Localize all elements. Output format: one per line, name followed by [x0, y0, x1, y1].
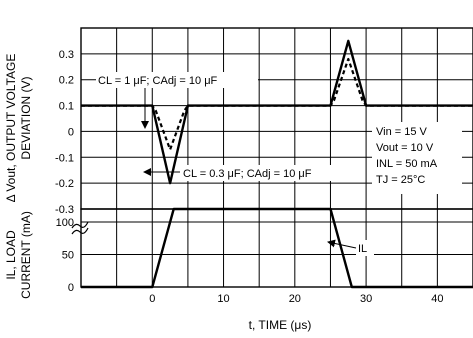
top-y-tick-label: -0.2 — [55, 178, 74, 190]
series-line-cl-0-3uf — [81, 39, 473, 185]
x-tick-label: 30 — [360, 293, 372, 305]
annotation-cl1-bg — [96, 72, 258, 88]
series-lines — [81, 39, 473, 289]
condition-tj: TJ = 25°C — [376, 174, 425, 186]
axis-break-mark — [71, 227, 89, 235]
top-y-tick-label: -0.3 — [55, 204, 74, 216]
annotation-cl03: CL = 0.3 μF; CAdj = 10 μF — [183, 168, 312, 180]
bottom-y-axis-title-line1: IL, LOAD — [4, 230, 18, 280]
annotation-cl03-bg — [180, 165, 340, 181]
bottom-y-tick-label: 0 — [68, 282, 74, 294]
series-line-load-current — [81, 207, 473, 289]
top-y-tick-label: 0 — [68, 126, 74, 138]
condition-vout: Vout = 10 V — [376, 142, 434, 154]
condition-vin: Vin = 15 V — [376, 126, 428, 138]
bottom-y-tick-labels: 100 50 0 — [56, 217, 74, 294]
top-y-tick-label: 0.3 — [59, 49, 74, 61]
top-y-tick-label: 0.1 — [59, 101, 74, 113]
annotation-cl1: CL = 1 μF; CAdj = 10 μF — [98, 75, 218, 87]
conditions-box-bg — [372, 122, 462, 194]
x-tick-label: 10 — [217, 293, 229, 305]
annotation-il-bg — [356, 240, 374, 256]
x-tick-label: 20 — [289, 293, 301, 305]
axis-break-mark — [71, 221, 89, 229]
annotation-il-arrow — [327, 239, 357, 249]
x-axis-title: t, TIME (μs) — [249, 318, 312, 332]
bottom-y-axis-title-line2: CURRENT (mA) — [19, 211, 33, 299]
bottom-y-tick-label: 100 — [56, 217, 74, 229]
x-tick-label: 40 — [431, 293, 443, 305]
top-y-tick-labels: 0.3 0.2 0.1 0 -0.1 -0.2 -0.3 — [55, 49, 74, 216]
top-y-tick-label: -0.1 — [55, 152, 74, 164]
top-y-tick-label: 0.2 — [59, 75, 74, 87]
top-y-axis-title-line1: Δ Vout, OUTPUT VOLTAGE — [4, 54, 18, 203]
x-tick-labels: 0 10 20 30 40 — [149, 293, 443, 305]
annotation-il: IL — [358, 243, 367, 255]
bottom-panel-frame — [80, 208, 473, 288]
top-y-axis-title-line2: DEVIATION (V) — [19, 76, 33, 159]
bottom-y-tick-label: 50 — [62, 250, 74, 262]
x-tick-label: 0 — [149, 293, 155, 305]
condition-inl: INL = 50 mA — [376, 158, 438, 170]
